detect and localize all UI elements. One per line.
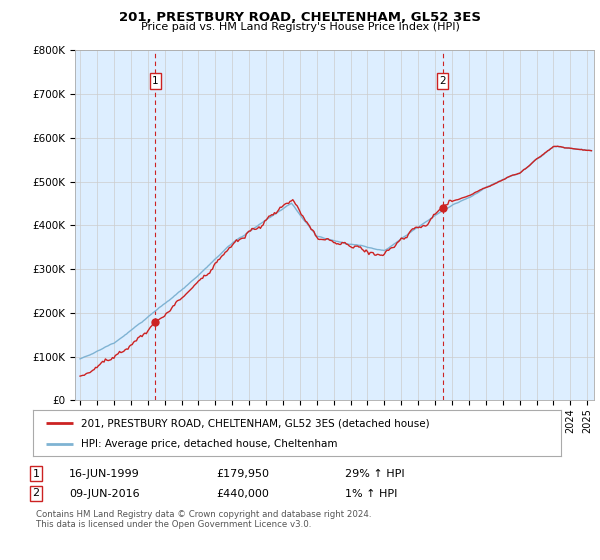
Text: 1: 1 bbox=[32, 469, 40, 479]
Text: 1: 1 bbox=[152, 76, 159, 86]
Text: Contains HM Land Registry data © Crown copyright and database right 2024.
This d: Contains HM Land Registry data © Crown c… bbox=[36, 510, 371, 529]
Text: 201, PRESTBURY ROAD, CHELTENHAM, GL52 3ES (detached house): 201, PRESTBURY ROAD, CHELTENHAM, GL52 3E… bbox=[80, 418, 429, 428]
Text: 2: 2 bbox=[32, 488, 40, 498]
Text: 2: 2 bbox=[439, 76, 446, 86]
Text: Price paid vs. HM Land Registry's House Price Index (HPI): Price paid vs. HM Land Registry's House … bbox=[140, 22, 460, 32]
Text: 201, PRESTBURY ROAD, CHELTENHAM, GL52 3ES: 201, PRESTBURY ROAD, CHELTENHAM, GL52 3E… bbox=[119, 11, 481, 24]
Text: £440,000: £440,000 bbox=[216, 489, 269, 499]
Text: 09-JUN-2016: 09-JUN-2016 bbox=[69, 489, 140, 499]
Text: 29% ↑ HPI: 29% ↑ HPI bbox=[345, 469, 404, 479]
Text: 16-JUN-1999: 16-JUN-1999 bbox=[69, 469, 140, 479]
Text: £179,950: £179,950 bbox=[216, 469, 269, 479]
Text: 1% ↑ HPI: 1% ↑ HPI bbox=[345, 489, 397, 499]
Text: HPI: Average price, detached house, Cheltenham: HPI: Average price, detached house, Chel… bbox=[80, 440, 337, 450]
